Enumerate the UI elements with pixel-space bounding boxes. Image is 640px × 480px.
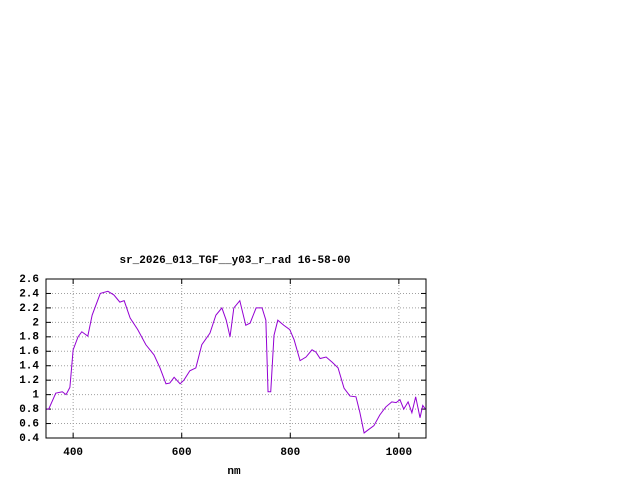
- x-tick-label: 600: [172, 447, 192, 459]
- x-tick-label: 400: [63, 447, 83, 459]
- y-tick-label: 2.6: [19, 274, 39, 286]
- y-tick-label: 2.4: [19, 288, 39, 300]
- y-tick-label: 1.4: [19, 361, 39, 373]
- y-tick-label: 2.2: [19, 303, 39, 315]
- y-tick-label: 0.4: [19, 433, 39, 445]
- y-tick-label: 0.6: [19, 418, 39, 430]
- chart-title: sr_2026_013_TGF__y03_r_rad 16-58-00: [119, 255, 350, 267]
- y-tick-label: 1.2: [19, 375, 39, 387]
- x-tick-label: 1000: [386, 447, 412, 459]
- x-axis-label: nm: [227, 466, 241, 478]
- data-line: [46, 290, 427, 434]
- y-tick-label: 1.8: [19, 332, 39, 344]
- y-tick-label: 1.6: [19, 346, 39, 358]
- x-tick-label: 800: [280, 447, 300, 459]
- y-tick-label: 2: [32, 317, 39, 329]
- y-tick-label: 1: [32, 390, 39, 402]
- plot-frame: [45, 278, 427, 439]
- y-tick-label: 0.8: [19, 404, 39, 416]
